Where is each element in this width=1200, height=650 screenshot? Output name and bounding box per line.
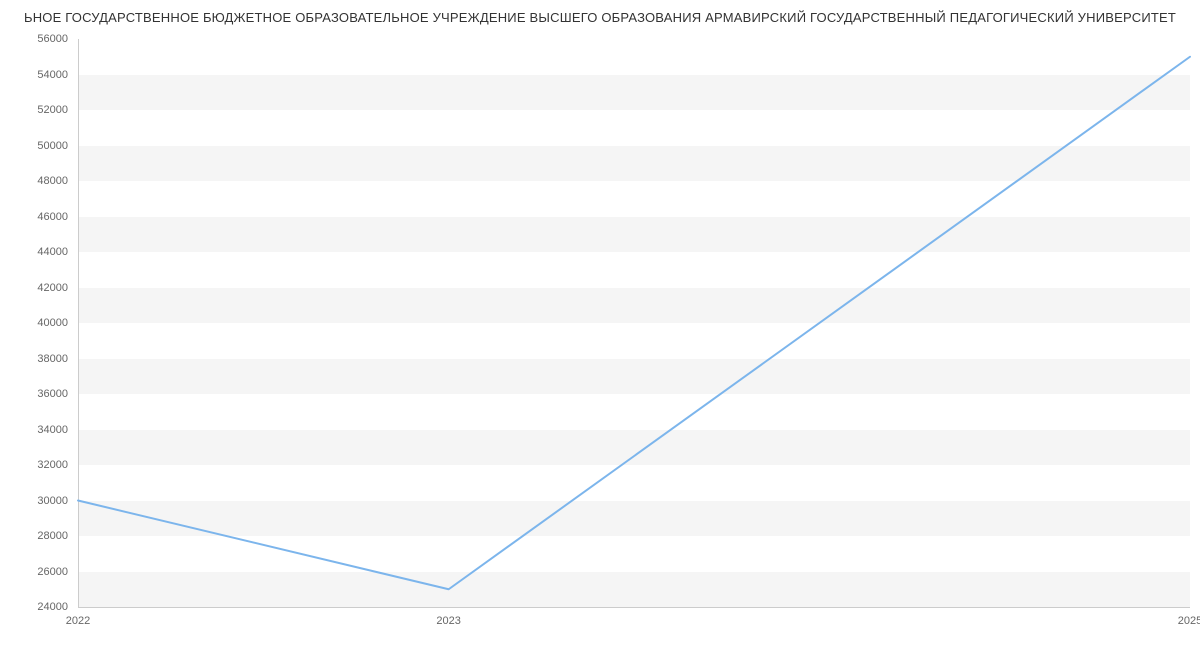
x-tick-label: 2022 bbox=[66, 615, 90, 627]
y-tick-label: 30000 bbox=[0, 495, 68, 507]
y-tick-label: 24000 bbox=[0, 601, 68, 613]
y-tick-label: 32000 bbox=[0, 459, 68, 471]
y-tick-label: 52000 bbox=[0, 104, 68, 116]
y-tick-label: 46000 bbox=[0, 211, 68, 223]
y-tick-label: 54000 bbox=[0, 69, 68, 81]
plot-area bbox=[78, 39, 1190, 607]
series-svg bbox=[78, 39, 1190, 607]
y-tick-label: 26000 bbox=[0, 566, 68, 578]
y-tick-label: 28000 bbox=[0, 530, 68, 542]
y-tick-label: 38000 bbox=[0, 353, 68, 365]
y-tick-label: 44000 bbox=[0, 246, 68, 258]
y-tick-label: 56000 bbox=[0, 33, 68, 45]
x-tick-label: 2023 bbox=[436, 615, 460, 627]
x-tick-label: 2025 bbox=[1178, 615, 1200, 627]
y-tick-label: 40000 bbox=[0, 317, 68, 329]
y-tick-label: 50000 bbox=[0, 140, 68, 152]
line-series bbox=[78, 57, 1190, 590]
y-tick-label: 36000 bbox=[0, 388, 68, 400]
chart-title: ЬНОЕ ГОСУДАРСТВЕННОЕ БЮДЖЕТНОЕ ОБРАЗОВАТ… bbox=[0, 0, 1200, 33]
y-tick-label: 34000 bbox=[0, 424, 68, 436]
y-tick-label: 42000 bbox=[0, 282, 68, 294]
y-tick-label: 48000 bbox=[0, 175, 68, 187]
x-axis-line bbox=[78, 607, 1190, 608]
chart-container: 24000 26000 28000 30000 32000 34000 36000 38000… bbox=[0, 33, 1200, 643]
